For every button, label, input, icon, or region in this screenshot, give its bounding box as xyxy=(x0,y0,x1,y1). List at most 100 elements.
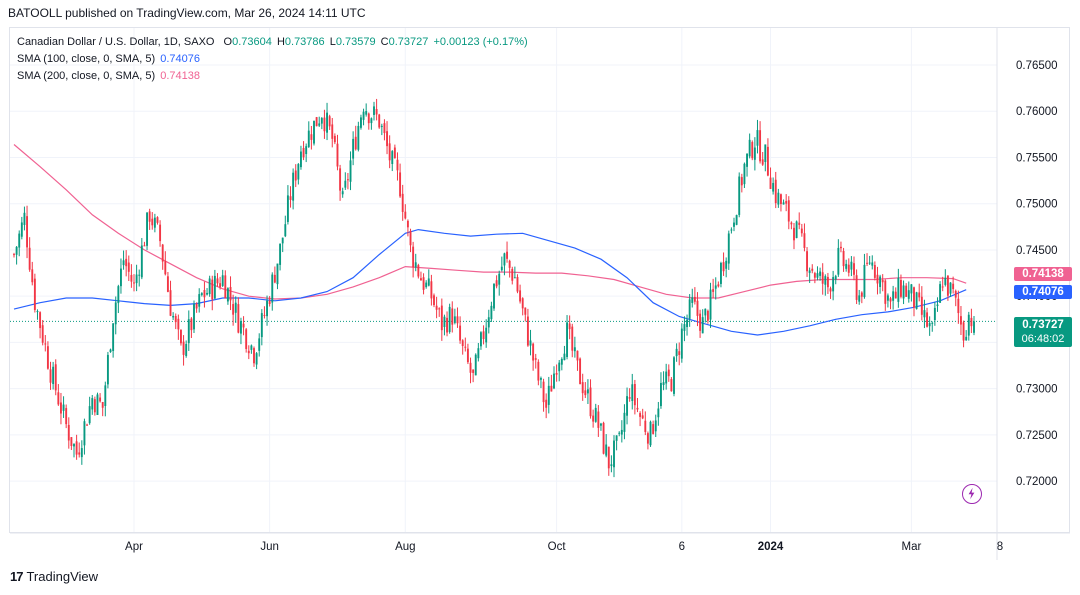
candle-body xyxy=(879,276,882,287)
candle-body xyxy=(738,176,741,215)
candle-body xyxy=(720,262,722,284)
candle-body xyxy=(263,314,266,316)
sma200-legend[interactable]: SMA (200, close, 0, SMA, 5) 0.74138 xyxy=(17,70,200,82)
candle-body xyxy=(871,262,874,266)
candle-body xyxy=(78,452,81,455)
candle-body xyxy=(701,317,704,334)
candle-body xyxy=(652,424,655,434)
candle-body xyxy=(268,300,271,305)
candle-body xyxy=(774,179,777,204)
candle-body xyxy=(482,331,485,340)
candle-body xyxy=(36,311,39,313)
candle-body xyxy=(892,291,895,301)
candle-body xyxy=(313,120,315,144)
candle-body xyxy=(965,336,968,341)
candle-body xyxy=(237,304,240,333)
candle-body xyxy=(840,246,842,249)
candle-body xyxy=(516,277,519,292)
candle-body xyxy=(673,357,675,394)
candle-body xyxy=(495,280,498,287)
candle-body xyxy=(550,385,553,392)
symbol-legend[interactable]: Canadian Dollar / U.S. Dollar, 1D, SAXO … xyxy=(17,36,528,48)
candle-body xyxy=(18,233,21,248)
candle-body xyxy=(292,172,295,201)
candle-body xyxy=(375,109,378,115)
x-tick-label: Oct xyxy=(548,541,567,553)
sma100-legend[interactable]: SMA (100, close, 0, SMA, 5) 0.74076 xyxy=(17,53,200,65)
candle-body xyxy=(109,349,112,353)
candle-body xyxy=(910,284,913,294)
candle-body xyxy=(821,272,824,284)
y-tick-label: 0.75500 xyxy=(1016,152,1058,164)
candle-body xyxy=(357,125,360,150)
candle-body xyxy=(289,196,292,200)
last-price-label: 0.73727 06:48:02 xyxy=(1014,317,1072,347)
candle-body xyxy=(349,160,352,182)
candle-body xyxy=(245,329,248,349)
candle-body xyxy=(86,424,88,426)
candle-body xyxy=(279,243,282,265)
candle-body xyxy=(208,278,211,295)
lightning-bolt-icon[interactable] xyxy=(962,484,982,504)
candle-body xyxy=(696,300,699,316)
candle-body xyxy=(957,298,960,314)
candle-body xyxy=(417,265,420,277)
candle-body xyxy=(589,387,592,417)
candle-body xyxy=(620,429,623,435)
candle-body xyxy=(250,345,253,350)
footer-brand[interactable]: 17 TradingView xyxy=(10,569,98,584)
candle-body xyxy=(466,348,469,363)
candle-body xyxy=(425,282,428,288)
candle-body xyxy=(680,328,683,359)
candle-body xyxy=(190,318,193,331)
candle-body xyxy=(339,168,342,191)
candle-body xyxy=(281,237,284,244)
candle-body xyxy=(99,397,102,402)
candle-body xyxy=(159,224,162,242)
candle-body xyxy=(164,261,167,275)
tradingview-logo-icon: 17 xyxy=(10,569,24,584)
candle-body xyxy=(422,277,425,290)
candle-body xyxy=(114,302,117,325)
candle-body xyxy=(427,278,430,286)
candle-body xyxy=(962,322,965,341)
candle-body xyxy=(260,313,263,338)
candle-body xyxy=(326,112,328,133)
x-tick-label: Aug xyxy=(395,541,415,553)
x-tick-label: Jun xyxy=(260,541,279,553)
candle-body xyxy=(905,285,908,297)
candle-body xyxy=(829,288,832,292)
candle-body xyxy=(811,268,814,271)
candle-body xyxy=(529,340,532,346)
candle-body xyxy=(242,323,245,328)
candle-body xyxy=(542,381,545,403)
candle-body xyxy=(913,287,915,308)
candle-body xyxy=(286,195,289,222)
candle-body xyxy=(855,275,858,300)
y-tick-label: 0.73000 xyxy=(1016,384,1058,396)
candle-body xyxy=(485,327,488,343)
candle-body xyxy=(333,135,336,143)
candle-body xyxy=(584,390,587,396)
candle-body xyxy=(224,275,227,299)
candle-body xyxy=(271,274,274,303)
candle-body xyxy=(511,268,514,281)
candle-body xyxy=(764,144,767,163)
candle-body xyxy=(751,142,754,159)
candle-body xyxy=(490,305,493,320)
candle-body xyxy=(503,253,506,266)
candle-body xyxy=(253,348,255,364)
candle-body xyxy=(693,296,696,302)
candle-body xyxy=(315,117,318,127)
candle-body xyxy=(62,404,65,411)
candle-body xyxy=(519,290,522,302)
candle-body xyxy=(863,264,866,298)
candle-body xyxy=(198,294,201,307)
candle-body xyxy=(915,292,918,309)
candle-body xyxy=(386,131,388,147)
candle-body xyxy=(127,262,130,272)
candle-body xyxy=(451,308,454,325)
countdown-timer: 06:48:02 xyxy=(1021,333,1065,345)
candle-body xyxy=(777,192,780,205)
